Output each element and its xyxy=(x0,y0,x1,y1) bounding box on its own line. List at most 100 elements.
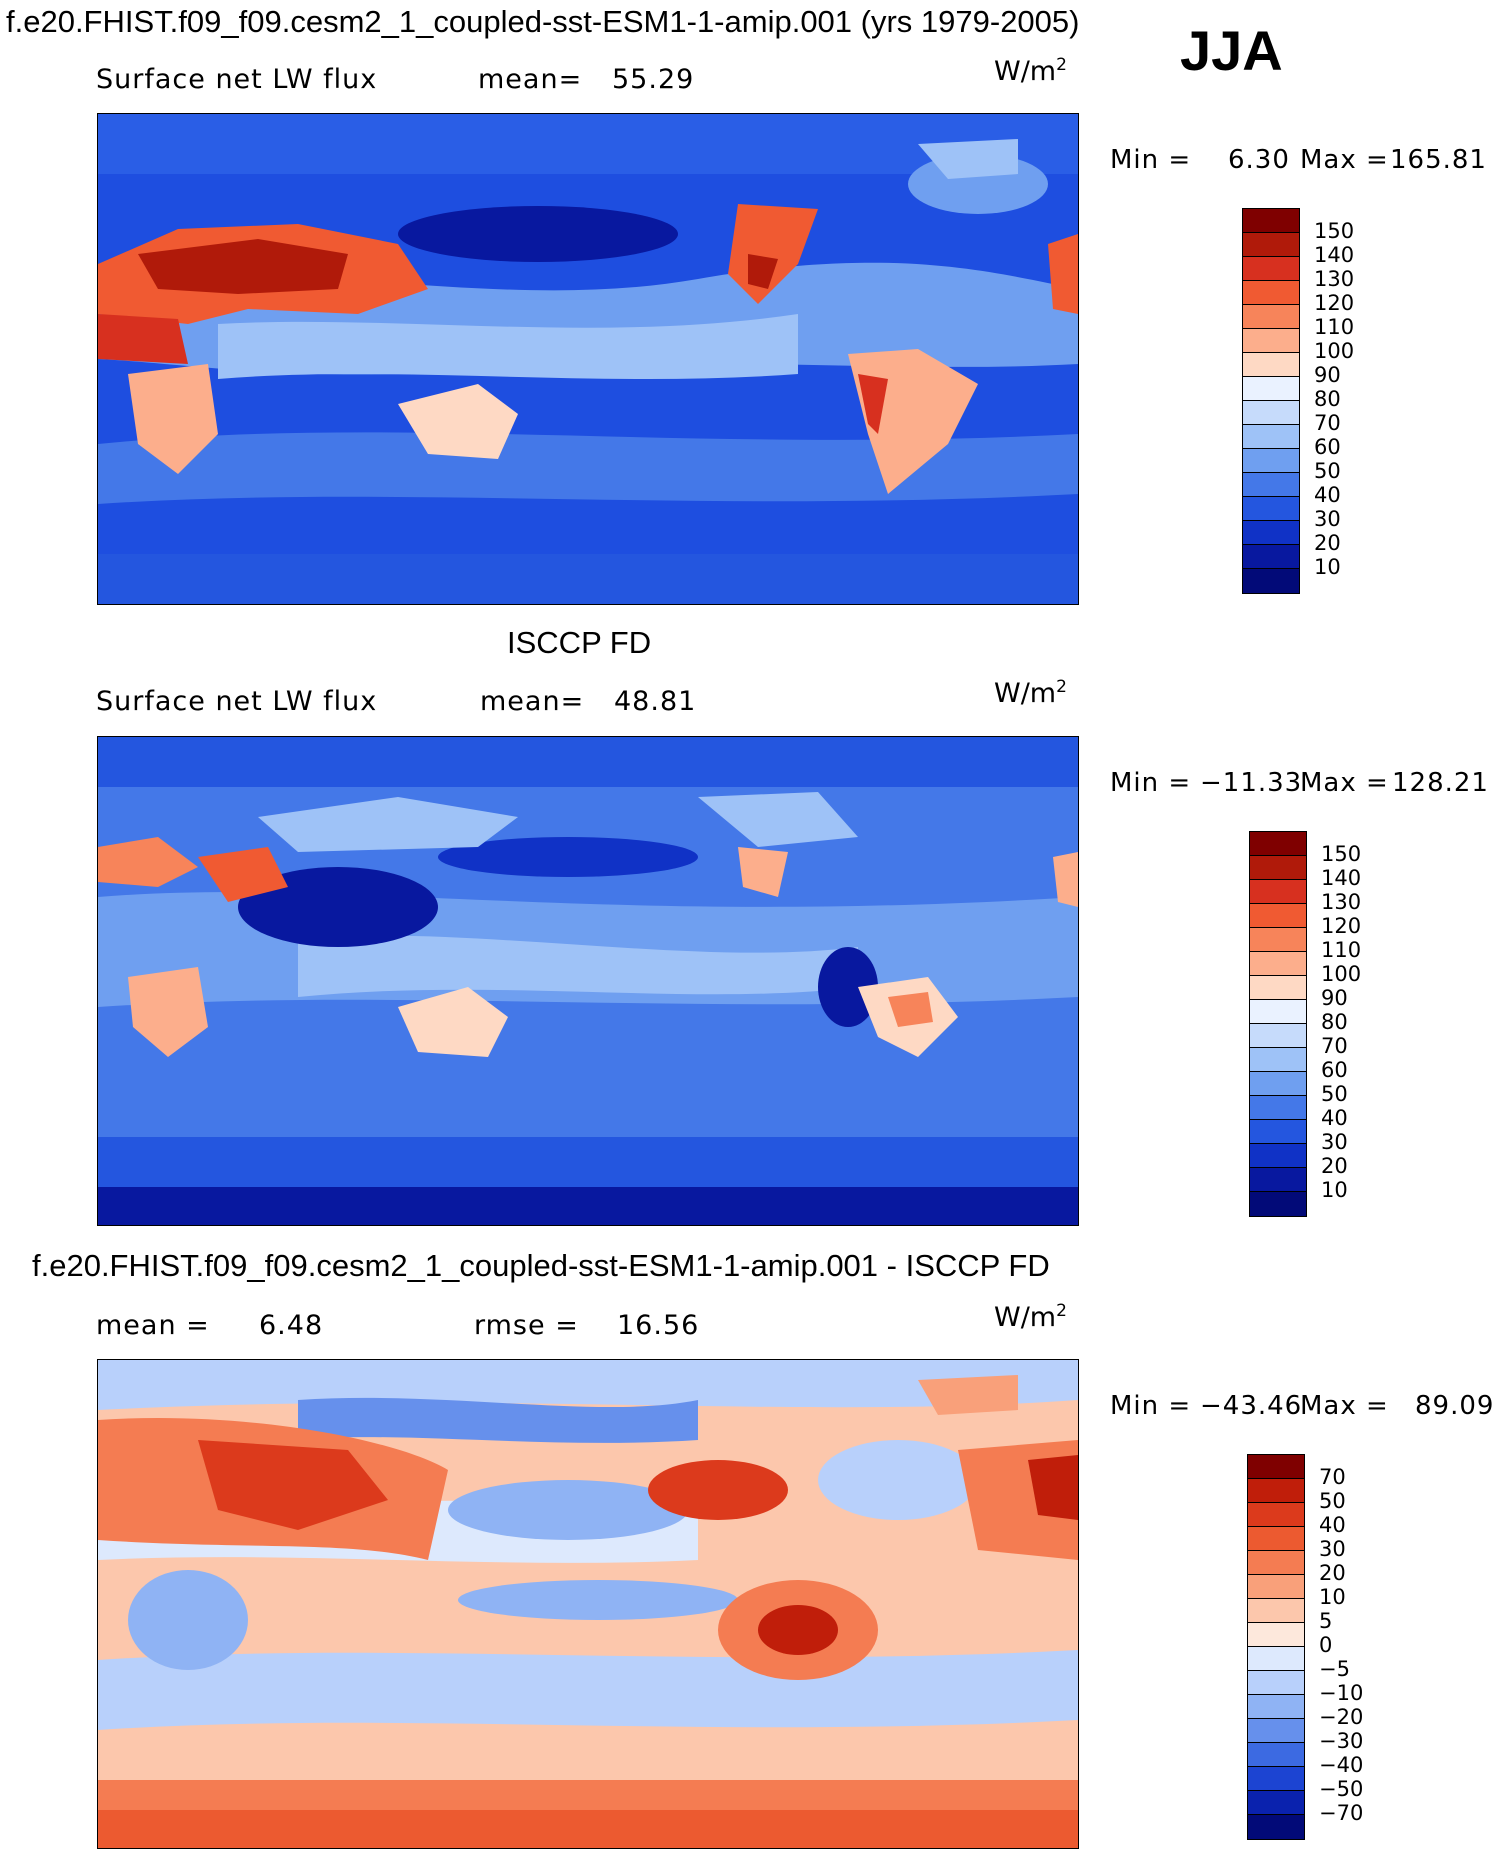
colorbar-segment xyxy=(1243,377,1299,401)
panel-unit: W/m2 xyxy=(994,1301,1067,1333)
colorbar-tick-label: 150 xyxy=(1314,219,1355,243)
colorbar-tick-label: 5 xyxy=(1319,1609,1333,1633)
panel-min-label: Min = xyxy=(1110,1391,1192,1421)
colorbar-segment xyxy=(1248,1503,1304,1527)
colorbar-segment xyxy=(1250,1120,1306,1144)
colorbar-segment xyxy=(1243,209,1299,233)
panel-max-value: 128.21 xyxy=(1392,768,1489,798)
season-label: JJA xyxy=(1180,19,1283,82)
colorbar-segment xyxy=(1243,449,1299,473)
colorbar-segment xyxy=(1243,569,1299,593)
colorbar-tick-label: 10 xyxy=(1321,1178,1348,1202)
colorbar-segment xyxy=(1250,1072,1306,1096)
colorbar-tick-label: 30 xyxy=(1321,1130,1348,1154)
map-model xyxy=(97,113,1079,605)
colorbar-tick-label: 100 xyxy=(1314,339,1355,363)
colorbar-tick-label: 110 xyxy=(1321,938,1362,962)
colorbar-segment xyxy=(1250,1192,1306,1216)
panel-unit: W/m2 xyxy=(994,55,1067,87)
colorbar-segment xyxy=(1250,952,1306,976)
panel-min-label: Min = xyxy=(1110,145,1192,175)
colorbar-tick-label: 10 xyxy=(1314,555,1341,579)
colorbar-tick-label: −30 xyxy=(1319,1729,1364,1753)
colorbar-segment xyxy=(1248,1527,1304,1551)
colorbar-tick-label: 60 xyxy=(1321,1058,1348,1082)
colorbar-tick-label: 150 xyxy=(1321,842,1362,866)
map-model-field xyxy=(98,114,1078,604)
colorbar-segment xyxy=(1248,1455,1304,1479)
colorbar-tick-label: 40 xyxy=(1319,1513,1346,1537)
map-obs-field xyxy=(98,737,1078,1225)
colorbar-segment xyxy=(1243,425,1299,449)
colorbar-segment xyxy=(1243,305,1299,329)
colorbar-segment xyxy=(1243,473,1299,497)
panel-rmse-value: 16.56 xyxy=(617,1310,700,1341)
colorbar-segment xyxy=(1250,1144,1306,1168)
colorbar-tick-label: 90 xyxy=(1314,363,1341,387)
colorbar-tick-label: 30 xyxy=(1314,507,1341,531)
colorbar-segment xyxy=(1248,1671,1304,1695)
colorbar-segment xyxy=(1248,1719,1304,1743)
panel-min-label: Min = xyxy=(1110,768,1192,798)
colorbar-tick-label: 90 xyxy=(1321,986,1348,1010)
panel-variable-label: Surface net LW flux xyxy=(96,686,378,717)
colorbar-segment xyxy=(1250,1024,1306,1048)
colorbar-tick-label: −5 xyxy=(1319,1657,1350,1681)
panel-title: ISCCP FD xyxy=(507,625,652,660)
panel-max-label: Max = xyxy=(1300,1391,1389,1421)
colorbar-tick-label: −70 xyxy=(1319,1801,1364,1825)
colorbar-model xyxy=(1242,208,1300,594)
colorbar-tick-label: 30 xyxy=(1319,1537,1346,1561)
colorbar-tick-label: 40 xyxy=(1321,1106,1348,1130)
colorbar-tick-label: −10 xyxy=(1319,1681,1364,1705)
colorbar-obs xyxy=(1249,831,1307,1217)
colorbar-segment xyxy=(1250,1048,1306,1072)
colorbar-tick-label: 80 xyxy=(1321,1010,1348,1034)
panel-rmse-label: rmse = xyxy=(474,1310,579,1341)
panel-title: f.e20.FHIST.f09_f09.cesm2_1_coupled-sst-… xyxy=(32,1248,1050,1283)
colorbar-tick-label: 130 xyxy=(1321,890,1362,914)
colorbar-tick-label: 10 xyxy=(1319,1585,1346,1609)
colorbar-segment xyxy=(1250,1168,1306,1192)
colorbar-segment xyxy=(1248,1791,1304,1815)
colorbar-tick-label: 140 xyxy=(1321,866,1362,890)
panel-max-label: Max = xyxy=(1300,768,1389,798)
colorbar-segment xyxy=(1243,401,1299,425)
colorbar-segment xyxy=(1248,1551,1304,1575)
panel-mean-value: 48.81 xyxy=(614,686,697,717)
colorbar-segment xyxy=(1248,1815,1304,1839)
map-obs xyxy=(97,736,1079,1226)
colorbar-segment xyxy=(1250,904,1306,928)
colorbar-tick-label: 130 xyxy=(1314,267,1355,291)
colorbar-segment xyxy=(1250,1000,1306,1024)
colorbar-segment xyxy=(1248,1623,1304,1647)
colorbar-tick-label: 40 xyxy=(1314,483,1341,507)
panel-mean-value: 55.29 xyxy=(612,64,695,95)
colorbar-tick-label: 120 xyxy=(1321,914,1362,938)
colorbar-segment xyxy=(1250,832,1306,856)
colorbar-segment xyxy=(1248,1575,1304,1599)
colorbar-segment xyxy=(1243,329,1299,353)
colorbar-tick-label: 20 xyxy=(1321,1154,1348,1178)
colorbar-segment xyxy=(1250,976,1306,1000)
colorbar-tick-label: 50 xyxy=(1314,459,1341,483)
panel-max-label: Max = xyxy=(1300,145,1389,175)
colorbar-tick-label: −20 xyxy=(1319,1705,1364,1729)
colorbar-tick-label: 100 xyxy=(1321,962,1362,986)
colorbar-tick-label: 20 xyxy=(1319,1561,1346,1585)
panel-min-value: 6.30 xyxy=(1228,145,1290,175)
colorbar-tick-label: 50 xyxy=(1321,1082,1348,1106)
colorbar-tick-label: 50 xyxy=(1319,1489,1346,1513)
colorbar-segment xyxy=(1248,1479,1304,1503)
colorbar-tick-label: 110 xyxy=(1314,315,1355,339)
colorbar-tick-label: 60 xyxy=(1314,435,1341,459)
colorbar-segment xyxy=(1243,233,1299,257)
colorbar-segment xyxy=(1248,1695,1304,1719)
colorbar-tick-label: −50 xyxy=(1319,1777,1364,1801)
colorbar-tick-label: 140 xyxy=(1314,243,1355,267)
colorbar-segment xyxy=(1248,1767,1304,1791)
figure-title: f.e20.FHIST.f09_f09.cesm2_1_coupled-sst-… xyxy=(6,4,1080,39)
colorbar-segment xyxy=(1250,880,1306,904)
panel-mean-label: mean = xyxy=(96,1310,210,1341)
colorbar-segment xyxy=(1248,1743,1304,1767)
